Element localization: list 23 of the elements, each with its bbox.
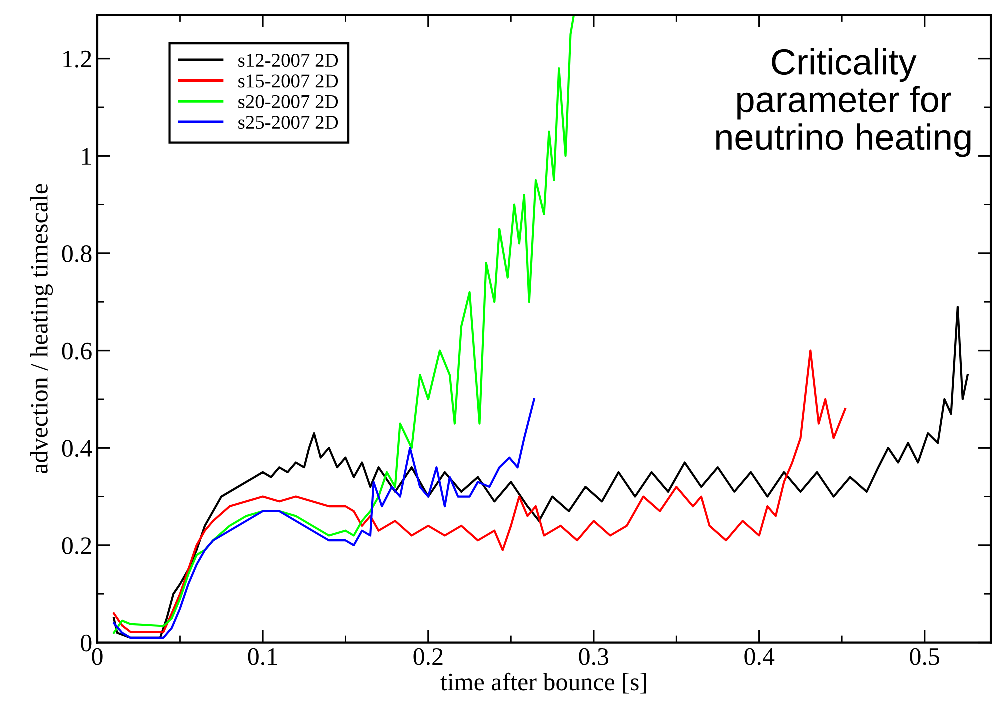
x-tick-label: 0.2	[414, 648, 443, 666]
legend-label: s12-2007 2D	[238, 54, 338, 68]
legend-label: s15-2007 2D	[238, 74, 338, 88]
line-series	[113, 306, 969, 639]
x-tick-label: 0.5	[910, 648, 940, 666]
line-series	[113, 15, 576, 634]
y-tick-label: 0.8	[62, 246, 92, 262]
legend-label: s25-2007 2D	[238, 116, 338, 130]
line-series	[113, 350, 846, 634]
legend-label: s20-2007 2D	[238, 95, 338, 108]
y-tick-label: 0.6	[62, 342, 92, 360]
annotation: Criticality parameter for neutrino heating	[716, 48, 971, 158]
y-tick-label: 1	[82, 148, 92, 165]
y-tick-label: 0.4	[62, 440, 92, 458]
x-tick-label: 0.1	[248, 648, 278, 666]
x-tick-label: 0.3	[579, 648, 609, 666]
line-series	[113, 398, 536, 639]
y-tick-label: 0	[81, 634, 92, 652]
y-tick-label: 0.2	[62, 538, 92, 554]
y-tick-label: 1.2	[64, 50, 92, 68]
y-axis-title: advection / heating timescale	[30, 184, 54, 474]
x-axis-title: time after bounce [s]	[440, 672, 646, 694]
x-tick-label: 0.4	[744, 648, 775, 666]
